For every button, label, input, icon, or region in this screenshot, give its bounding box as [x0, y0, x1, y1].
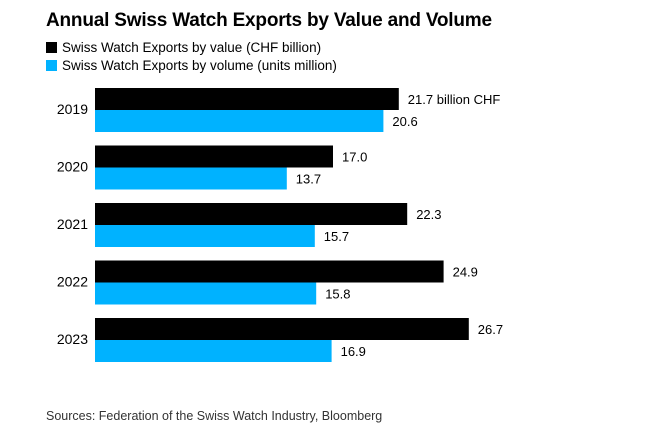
bar-volume-2019 — [95, 110, 384, 132]
category-label-2019: 2019 — [57, 101, 88, 117]
bar-value-2023 — [95, 318, 469, 340]
legend-item-value: Swiss Watch Exports by value (CHF billio… — [46, 38, 337, 56]
legend-label-value: Swiss Watch Exports by value (CHF billio… — [62, 39, 322, 55]
legend-swatch-value — [46, 41, 57, 53]
legend-label-volume: Swiss Watch Exports by volume (units mil… — [62, 57, 337, 73]
data-label-volume-2022: 15.8 — [325, 287, 350, 302]
data-label-value-2021: 22.3 — [416, 207, 441, 222]
category-label-2022: 2022 — [57, 274, 88, 290]
legend-swatch-volume — [46, 59, 57, 71]
data-label-volume-2021: 15.7 — [324, 229, 349, 244]
data-label-value-2023: 26.7 — [478, 322, 503, 337]
data-label-value-2020: 17.0 — [342, 150, 367, 165]
bar-volume-2022 — [95, 282, 317, 305]
bar-value-2019 — [95, 88, 399, 110]
data-label-volume-2020: 13.7 — [296, 172, 321, 187]
legend: Swiss Watch Exports by value (CHF billio… — [46, 38, 337, 74]
bar-volume-2023 — [95, 340, 332, 362]
data-label-volume-2019: 20.6 — [392, 114, 417, 129]
bar-value-2020 — [95, 145, 333, 168]
data-label-value-2022: 24.9 — [453, 265, 478, 280]
bar-value-2022 — [95, 260, 444, 283]
bar-value-2021 — [95, 203, 408, 225]
bar-chart: 2019 21.7 billion CHF 20.6 2020 17.0 13.7 2021… — [57, 88, 503, 362]
category-label-2020: 2020 — [57, 159, 88, 175]
source-note: Sources: Federation of the Swiss Watch I… — [46, 409, 383, 423]
bar-volume-2021 — [95, 225, 315, 247]
legend-item-volume: Swiss Watch Exports by volume (units mil… — [46, 56, 337, 74]
category-label-2023: 2023 — [57, 331, 88, 347]
data-label-value-2019: 21.7 billion CHF — [408, 92, 501, 107]
data-label-volume-2023: 16.9 — [341, 344, 366, 359]
chart-title: Annual Swiss Watch Exports by Value and … — [46, 10, 492, 31]
bar-volume-2020 — [95, 167, 287, 190]
category-label-2021: 2021 — [57, 216, 88, 232]
